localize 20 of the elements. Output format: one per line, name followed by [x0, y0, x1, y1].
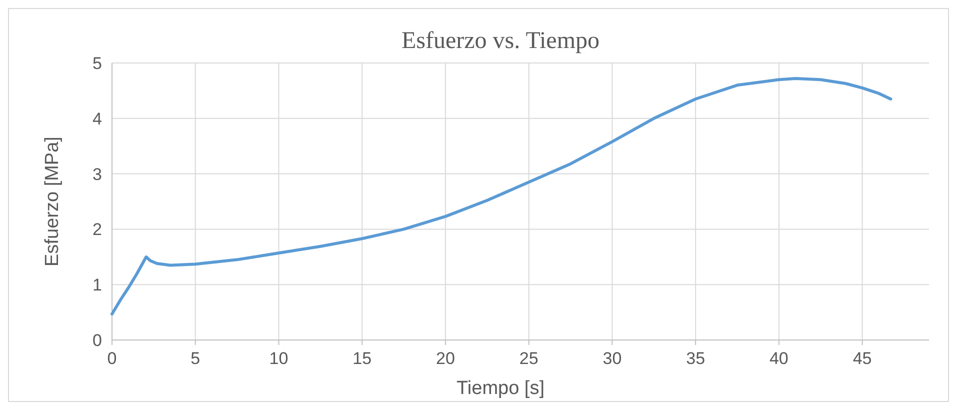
x-tick-label: 15 — [352, 349, 372, 368]
x-tick-label: 20 — [436, 349, 455, 368]
chart-title: Esfuerzo vs. Tiempo — [402, 28, 600, 54]
x-tick-label: 40 — [769, 349, 788, 368]
y-tick-label: 1 — [92, 276, 102, 295]
y-tick-label: 5 — [92, 54, 102, 73]
x-tick-label: 45 — [852, 349, 872, 368]
line-series — [110, 77, 892, 316]
y-tick-label: 2 — [92, 220, 102, 240]
y-axis-title: Esfuerzo [MPa] — [42, 136, 63, 266]
x-tick-label: 35 — [686, 349, 706, 368]
x-tick-label: 0 — [107, 349, 117, 368]
x-tick-label: 10 — [269, 349, 288, 368]
x-tick-label: 25 — [519, 349, 538, 368]
x-tick-label: 30 — [602, 349, 622, 368]
y-tick-label: 3 — [92, 164, 102, 184]
x-tick-label: 5 — [190, 349, 200, 368]
y-tick-label: 0 — [92, 331, 102, 350]
y-tick-label: 4 — [92, 109, 102, 128]
x-axis-title: Tiempo [s] — [456, 378, 544, 399]
